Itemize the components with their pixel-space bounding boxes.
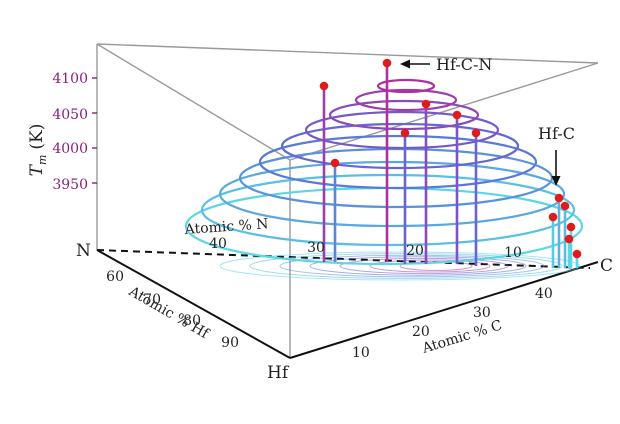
c-tick: 10 xyxy=(352,345,370,361)
base-contour xyxy=(369,259,491,273)
contour-ring xyxy=(304,110,500,150)
contour-ring xyxy=(376,78,436,94)
c-tick: 20 xyxy=(412,324,430,340)
corner-label-c: C xyxy=(600,256,613,276)
data-point xyxy=(319,81,329,91)
data-stems xyxy=(319,58,582,268)
z-tick: 4000 xyxy=(52,141,88,157)
z-axis-label: Tm (K) xyxy=(27,124,49,177)
z-tick: 4050 xyxy=(52,107,88,123)
z-tick-marks xyxy=(92,77,97,184)
frame-back-top xyxy=(96,43,599,64)
base-contour xyxy=(279,254,545,278)
data-point xyxy=(560,201,570,211)
annotation-hf-c: Hf-C xyxy=(538,124,575,186)
n-axis-label: Atomic % N xyxy=(183,216,269,238)
contour-ring xyxy=(218,160,566,228)
z-label-sub: m xyxy=(36,155,49,165)
base-contour xyxy=(399,261,473,271)
z-ticks: 4100 4050 4000 3950 xyxy=(52,71,88,193)
corner-label-n: N xyxy=(76,241,91,261)
n-axis-ticks: 40 30 20 10 xyxy=(209,236,522,261)
data-point xyxy=(421,99,431,109)
data-point xyxy=(382,58,392,68)
c-tick: 40 xyxy=(535,286,553,302)
axis-hf-line xyxy=(96,249,291,359)
axis-c-line xyxy=(289,261,599,359)
n-tick: 40 xyxy=(209,236,227,252)
data-point xyxy=(471,128,481,138)
contour-ring xyxy=(280,122,520,170)
c-axis-ticks: 10 20 30 40 xyxy=(352,286,553,361)
hf-axis-ticks: 60 70 80 90 xyxy=(106,269,239,351)
svg-text:Tm(K): Tm (K) xyxy=(27,124,49,177)
n-tick: 10 xyxy=(504,245,522,261)
z-tick: 3950 xyxy=(52,177,88,193)
base-contour xyxy=(339,257,509,275)
data-point xyxy=(548,212,558,222)
hf-tick: 70 xyxy=(143,292,161,308)
n-tick: 20 xyxy=(406,243,424,259)
contour-ring xyxy=(258,134,538,190)
annotation-hf-c-n: Hf-C-N xyxy=(400,55,492,74)
n-tick: 30 xyxy=(307,240,325,256)
c-axis-label: Atomic % C xyxy=(420,317,504,357)
data-point xyxy=(566,222,576,232)
base-contour xyxy=(309,256,527,276)
z-label-unit: (K) xyxy=(27,124,47,150)
data-point xyxy=(572,249,582,259)
z-label-main: T xyxy=(27,163,47,176)
z-tick: 4100 xyxy=(52,71,88,87)
hf-tick: 60 xyxy=(106,269,124,285)
c-tick: 30 xyxy=(473,305,491,321)
annotation-hf-c-text: Hf-C xyxy=(538,124,575,143)
base-contour-projection xyxy=(219,251,581,281)
contour-rings xyxy=(184,78,584,266)
contour-ring xyxy=(354,88,458,112)
data-point xyxy=(564,234,574,244)
data-point xyxy=(330,158,340,168)
annotation-hf-c-n-text: Hf-C-N xyxy=(436,55,492,74)
hf-tick: 80 xyxy=(183,313,201,329)
data-point xyxy=(452,110,462,120)
hf-tick: 90 xyxy=(221,335,239,351)
frame-diag-to-hf xyxy=(96,43,291,161)
base-contour xyxy=(219,251,581,281)
data-point xyxy=(554,193,564,203)
corner-label-hf: Hf xyxy=(267,363,290,383)
base-axes xyxy=(96,249,599,359)
data-point xyxy=(400,128,410,138)
